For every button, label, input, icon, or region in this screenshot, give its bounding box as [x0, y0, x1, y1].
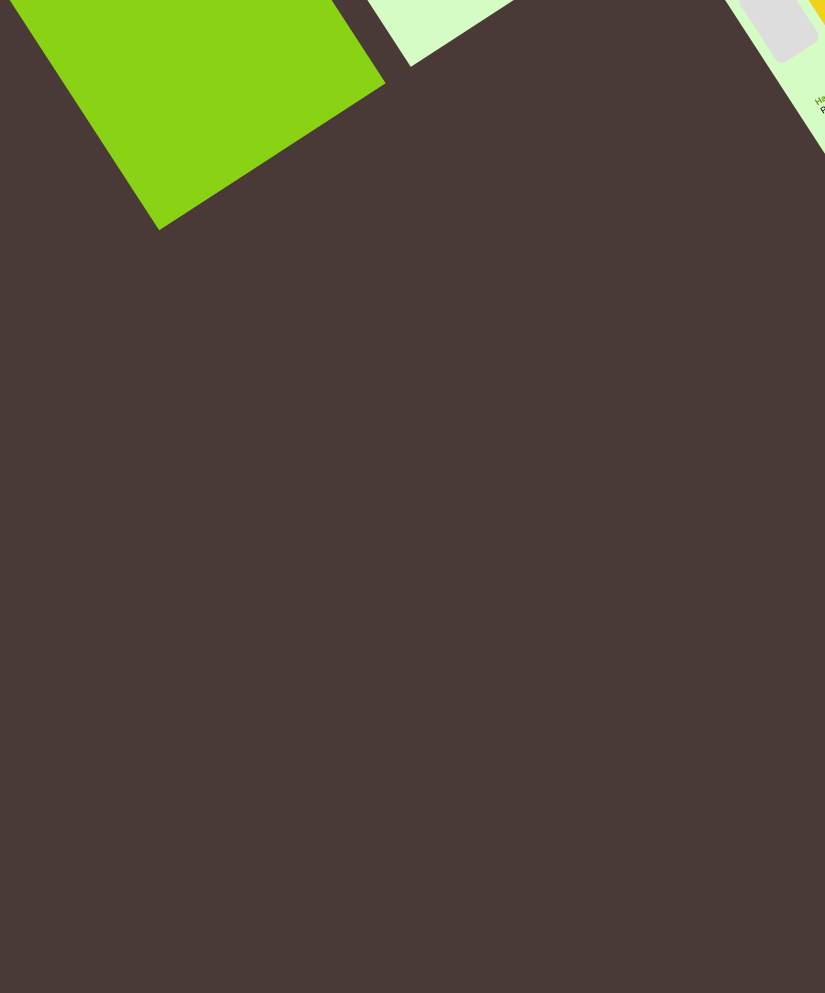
green-panel: [0, 0, 386, 231]
prev-phase-card[interactable]: [736, 0, 822, 66]
phase-name: Tunas PADI: [811, 0, 825, 15]
management-screen: ↶ Hari ke 16 ❦ Fase Tunas PADI HamaPasti…: [689, 0, 825, 340]
